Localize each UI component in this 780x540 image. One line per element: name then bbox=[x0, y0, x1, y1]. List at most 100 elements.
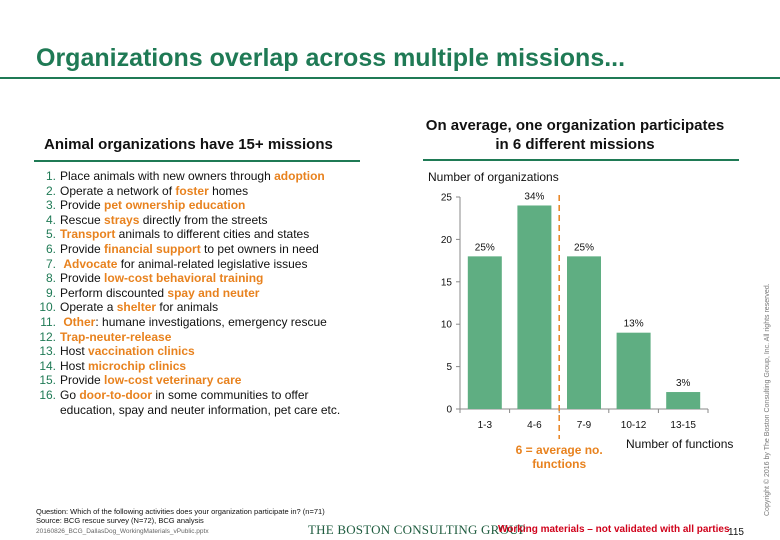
mission-text-post: for animal-related legislative issues bbox=[117, 256, 308, 271]
mission-text-pre: Rescue bbox=[60, 212, 105, 227]
mission-text-post: : humane investigations, emergency rescu… bbox=[95, 314, 327, 329]
mission-keyword: shelter bbox=[116, 300, 157, 315]
mission-text: Transport animals to different cities an… bbox=[60, 227, 381, 242]
mission-keyword: financial support bbox=[104, 241, 201, 256]
y-axis-title: Number of organizations bbox=[428, 170, 559, 184]
mission-item: 5. Transport animals to different cities … bbox=[36, 227, 381, 242]
mission-text: Place animals with new owners through ad… bbox=[60, 169, 381, 184]
average-label-line2: functions bbox=[532, 457, 586, 471]
missions-heading-divider bbox=[34, 160, 360, 162]
y-tick-label: 15 bbox=[441, 277, 453, 288]
y-tick-label: 20 bbox=[441, 235, 453, 246]
mission-text: Host vaccination clinics bbox=[60, 344, 381, 359]
chart-heading-divider bbox=[423, 159, 739, 161]
mission-text-pre: Go bbox=[60, 387, 80, 402]
y-tick-label: 0 bbox=[446, 405, 452, 416]
mission-number: 16. bbox=[39, 387, 56, 402]
mission-text-post: directly from the streets bbox=[139, 212, 268, 227]
mission-keyword: Advocate bbox=[63, 256, 118, 271]
mission-text: Perform discounted spay and neuter bbox=[60, 286, 381, 301]
bar bbox=[666, 392, 701, 409]
mission-text: Advocate for animal-related legislative … bbox=[60, 257, 381, 272]
mission-keyword: strays bbox=[104, 212, 140, 227]
mission-text-pre: Provide bbox=[60, 271, 105, 286]
mission-number: 4. bbox=[45, 212, 56, 227]
x-tick-label: 13-15 bbox=[670, 420, 696, 431]
mission-text: Rescue strays directly from the streets bbox=[60, 213, 381, 228]
average-label-line1: 6 = average no. bbox=[516, 443, 603, 457]
mission-text: Provide pet ownership education bbox=[60, 198, 381, 213]
chart-heading: On average, one organization participate… bbox=[425, 117, 725, 153]
mission-text-post: homes bbox=[208, 183, 249, 198]
mission-text: Provide low-cost behavioral training bbox=[60, 271, 381, 286]
mission-text-post: to pet owners in need bbox=[200, 241, 319, 256]
mission-item: 10. Operate a shelter for animals bbox=[36, 300, 381, 315]
x-tick-label: 4-6 bbox=[527, 420, 542, 431]
mission-number: 12. bbox=[39, 329, 56, 344]
mission-text-pre: Provide bbox=[60, 241, 105, 256]
mission-keyword: low-cost behavioral training bbox=[104, 271, 264, 286]
mission-item: 13. Host vaccination clinics bbox=[36, 344, 381, 359]
page-title: Organizations overlap across multiple mi… bbox=[36, 44, 626, 72]
mission-item: 14. Host microchip clinics bbox=[36, 359, 381, 374]
mission-item: 4. Rescue strays directly from the street… bbox=[36, 213, 381, 228]
footnote-source: Source: BCG rescue survey (N=72), BCG an… bbox=[36, 516, 204, 525]
mission-number: 10. bbox=[39, 300, 56, 315]
mission-keyword: foster bbox=[175, 183, 209, 198]
mission-item: 6. Provide financial support to pet owner… bbox=[36, 242, 381, 257]
bar bbox=[616, 332, 651, 409]
mission-number: 1. bbox=[45, 169, 56, 183]
mission-text-pre: Host bbox=[60, 344, 89, 359]
mission-text-pre: Operate a bbox=[60, 300, 117, 315]
x-tick-label: 7-9 bbox=[577, 420, 592, 431]
mission-number: 2. bbox=[45, 183, 56, 198]
mission-number: 3. bbox=[45, 198, 56, 213]
mission-text: Go door-to-door in some communities to o… bbox=[60, 388, 381, 417]
x-tick-label: 1-3 bbox=[478, 420, 493, 431]
mission-item: 7. Advocate for animal-related legislati… bbox=[36, 257, 381, 272]
mission-number: 13. bbox=[39, 344, 56, 359]
bar-data-label: 25% bbox=[574, 242, 594, 253]
bar bbox=[467, 256, 502, 409]
y-tick-label: 5 bbox=[446, 362, 452, 373]
mission-text-post: animals to different cities and states bbox=[115, 227, 310, 242]
mission-text-post: in some communities to offer education, … bbox=[60, 387, 341, 417]
mission-text-pre: Operate a network of bbox=[60, 183, 176, 198]
mission-keyword: spay and neuter bbox=[167, 285, 260, 300]
mission-keyword: low-cost veterinary care bbox=[104, 373, 242, 388]
mission-number: 8. bbox=[45, 271, 56, 286]
file-name: 20160826_BCG_DallasDog_WorkingMaterials_… bbox=[36, 528, 209, 535]
mission-keyword: door-to-door bbox=[79, 387, 152, 402]
mission-text: Operate a shelter for animals bbox=[60, 300, 381, 315]
mission-number: 14. bbox=[39, 358, 56, 373]
page-number: 115 bbox=[728, 527, 744, 538]
mission-item: 1. Place animals with new owners through … bbox=[36, 169, 381, 184]
mission-keyword: Transport bbox=[60, 227, 116, 242]
mission-number: 6. bbox=[45, 241, 56, 256]
mission-keyword: Other bbox=[63, 314, 96, 329]
footnote-question: Question: Which of the following activit… bbox=[36, 507, 325, 516]
title-divider bbox=[0, 77, 780, 79]
footnote: Question: Which of the following activit… bbox=[36, 507, 325, 525]
mission-number: 11. bbox=[40, 314, 56, 329]
y-tick-label: 25 bbox=[441, 193, 453, 204]
mission-text-pre: Provide bbox=[60, 198, 105, 213]
y-tick-label: 10 bbox=[441, 320, 453, 331]
copyright-notice: Copyright © 2016 by The Boston Consultin… bbox=[764, 283, 771, 516]
mission-keyword: vaccination clinics bbox=[88, 344, 195, 359]
mission-item: 12. Trap-neuter-release bbox=[36, 330, 381, 345]
mission-text-pre: Place animals with new owners through bbox=[60, 169, 275, 183]
mission-text: Provide financial support to pet owners … bbox=[60, 242, 381, 257]
bar-data-label: 25% bbox=[475, 242, 495, 253]
mission-text: Provide low-cost veterinary care bbox=[60, 373, 381, 388]
working-materials-notice: Working materials – not validated with a… bbox=[498, 524, 730, 535]
bar-data-label: 34% bbox=[524, 191, 544, 202]
mission-number: 7. bbox=[45, 256, 56, 271]
mission-text-pre: Provide bbox=[60, 373, 105, 388]
bar bbox=[517, 205, 552, 409]
mission-keyword: adoption bbox=[274, 169, 325, 183]
missions-list: 1. Place animals with new owners through … bbox=[36, 169, 381, 417]
x-axis-title: Number of functions bbox=[626, 437, 733, 451]
mission-text: Host microchip clinics bbox=[60, 359, 381, 374]
